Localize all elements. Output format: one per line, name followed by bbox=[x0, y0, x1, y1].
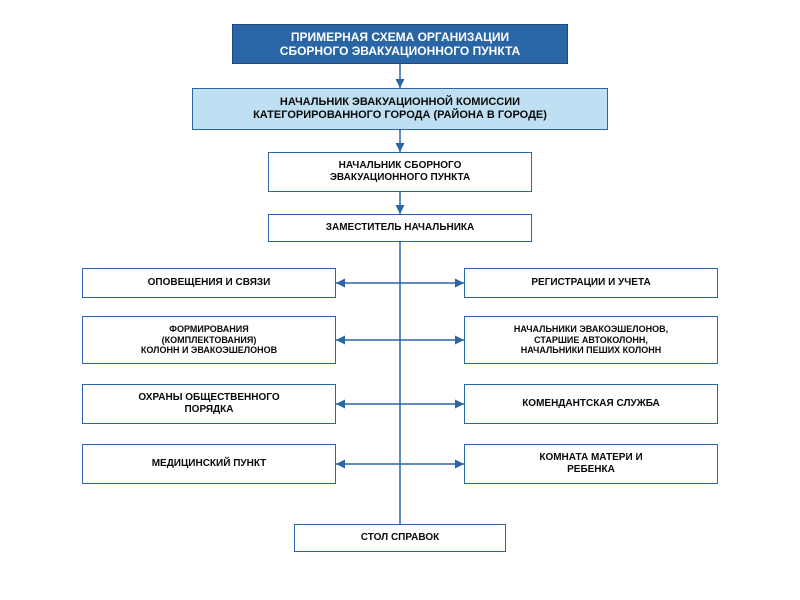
box-chief_point: НАЧАЛЬНИК СБОРНОГО ЭВАКУАЦИОННОГО ПУНКТА bbox=[268, 152, 532, 192]
box-title: ПРИМЕРНАЯ СХЕМА ОРГАНИЗАЦИИ СБОРНОГО ЭВА… bbox=[232, 24, 568, 64]
box-right2: НАЧАЛЬНИКИ ЭВАКОЭШЕЛОНОВ, СТАРШИЕ АВТОКО… bbox=[464, 316, 718, 364]
box-right1: РЕГИСТРАЦИИ И УЧЕТА bbox=[464, 268, 718, 298]
box-right4: КОМНАТА МАТЕРИ И РЕБЕНКА bbox=[464, 444, 718, 484]
box-left3: ОХРАНЫ ОБЩЕСТВЕННОГО ПОРЯДКА bbox=[82, 384, 336, 424]
box-chief_commission: НАЧАЛЬНИК ЭВАКУАЦИОННОЙ КОМИССИИ КАТЕГОР… bbox=[192, 88, 608, 130]
box-label-right4: КОМНАТА МАТЕРИ И РЕБЕНКА bbox=[539, 452, 642, 476]
box-label-right1: РЕГИСТРАЦИИ И УЧЕТА bbox=[531, 277, 650, 289]
box-label-left1: ОПОВЕЩЕНИЯ И СВЯЗИ bbox=[148, 277, 271, 289]
box-left4: МЕДИЦИНСКИЙ ПУНКТ bbox=[82, 444, 336, 484]
box-label-right2: НАЧАЛЬНИКИ ЭВАКОЭШЕЛОНОВ, СТАРШИЕ АВТОКО… bbox=[514, 324, 668, 356]
box-label-left4: МЕДИЦИНСКИЙ ПУНКТ bbox=[152, 458, 267, 470]
box-label-chief_commission: НАЧАЛЬНИК ЭВАКУАЦИОННОЙ КОМИССИИ КАТЕГОР… bbox=[253, 96, 547, 122]
box-label-bottom: СТОЛ СПРАВОК bbox=[361, 532, 439, 544]
box-left1: ОПОВЕЩЕНИЯ И СВЯЗИ bbox=[82, 268, 336, 298]
box-label-right3: КОМЕНДАНТСКАЯ СЛУЖБА bbox=[522, 398, 660, 410]
diagram-canvas: ПРИМЕРНАЯ СХЕМА ОРГАНИЗАЦИИ СБОРНОГО ЭВА… bbox=[0, 0, 800, 600]
box-label-left2: ФОРМИРОВАНИЯ (КОМПЛЕКТОВАНИЯ) КОЛОНН И Э… bbox=[141, 324, 277, 356]
box-label-chief_point: НАЧАЛЬНИК СБОРНОГО ЭВАКУАЦИОННОГО ПУНКТА bbox=[330, 160, 470, 184]
box-right3: КОМЕНДАНТСКАЯ СЛУЖБА bbox=[464, 384, 718, 424]
box-deputy: ЗАМЕСТИТЕЛЬ НАЧАЛЬНИКА bbox=[268, 214, 532, 242]
box-left2: ФОРМИРОВАНИЯ (КОМПЛЕКТОВАНИЯ) КОЛОНН И Э… bbox=[82, 316, 336, 364]
box-label-title: ПРИМЕРНАЯ СХЕМА ОРГАНИЗАЦИИ СБОРНОГО ЭВА… bbox=[280, 30, 520, 59]
box-label-left3: ОХРАНЫ ОБЩЕСТВЕННОГО ПОРЯДКА bbox=[138, 392, 279, 416]
box-label-deputy: ЗАМЕСТИТЕЛЬ НАЧАЛЬНИКА bbox=[326, 222, 475, 234]
box-bottom: СТОЛ СПРАВОК bbox=[294, 524, 506, 552]
